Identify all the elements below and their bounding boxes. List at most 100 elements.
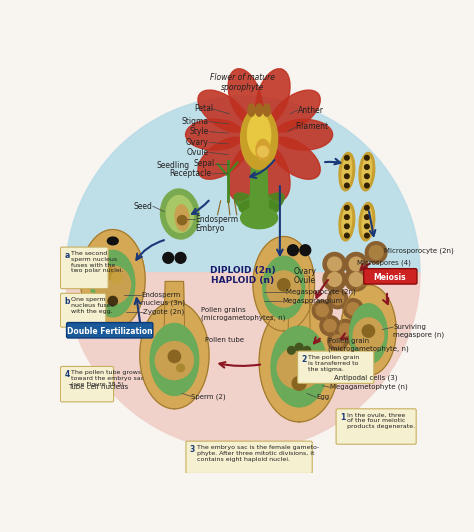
Ellipse shape — [339, 203, 355, 241]
Ellipse shape — [270, 137, 320, 179]
Circle shape — [365, 155, 369, 160]
Ellipse shape — [228, 69, 263, 124]
Text: Megasporocyte (2n): Megasporocyte (2n) — [286, 288, 356, 295]
Text: The embryo sac is the female gameto-
phyte. After three mitotic divisions, it
co: The embryo sac is the female gameto- phy… — [197, 445, 319, 462]
Ellipse shape — [359, 153, 375, 191]
Polygon shape — [341, 285, 396, 376]
Ellipse shape — [247, 113, 271, 156]
Circle shape — [168, 350, 181, 363]
Ellipse shape — [198, 137, 248, 179]
Ellipse shape — [250, 193, 284, 220]
Circle shape — [365, 242, 387, 263]
FancyBboxPatch shape — [61, 247, 108, 289]
Circle shape — [365, 233, 369, 238]
Ellipse shape — [108, 237, 118, 245]
Circle shape — [349, 272, 363, 286]
Text: Filament: Filament — [295, 122, 328, 131]
Text: Flower of mature
sporophyte: Flower of mature sporophyte — [210, 73, 275, 93]
Circle shape — [345, 224, 349, 229]
Circle shape — [335, 320, 356, 339]
Circle shape — [365, 224, 369, 229]
Text: Pollen grains: Pollen grains — [201, 307, 246, 313]
Ellipse shape — [362, 156, 372, 187]
Circle shape — [177, 364, 184, 372]
Text: Ovary: Ovary — [185, 138, 208, 147]
Ellipse shape — [241, 107, 278, 169]
Text: One sperm
nucleus fuses
with the egg.: One sperm nucleus fuses with the egg. — [71, 297, 114, 314]
Circle shape — [339, 323, 352, 336]
Text: Seed: Seed — [134, 202, 153, 211]
Circle shape — [163, 253, 173, 263]
Text: Zygote (2n): Zygote (2n) — [143, 309, 184, 315]
Circle shape — [328, 289, 347, 309]
Polygon shape — [288, 276, 310, 357]
Polygon shape — [350, 304, 387, 364]
Text: Double Fertilization: Double Fertilization — [67, 327, 153, 336]
Circle shape — [331, 293, 344, 305]
Circle shape — [365, 183, 369, 188]
Circle shape — [177, 215, 187, 225]
Text: The pollen tube grows
toward the embryo sac
(see Figure 38.5).: The pollen tube grows toward the embryo … — [71, 370, 145, 387]
Ellipse shape — [359, 203, 375, 241]
Text: Surviving: Surviving — [393, 324, 426, 330]
Circle shape — [320, 315, 340, 336]
Circle shape — [345, 165, 349, 169]
Text: Pollen grain: Pollen grain — [328, 338, 370, 344]
Text: Style: Style — [189, 127, 208, 136]
Text: (microgametophyte, n): (microgametophyte, n) — [328, 345, 409, 352]
Circle shape — [345, 155, 349, 160]
Ellipse shape — [270, 90, 320, 132]
Ellipse shape — [95, 266, 130, 304]
Circle shape — [323, 253, 346, 276]
Ellipse shape — [241, 207, 278, 229]
Ellipse shape — [155, 342, 193, 379]
Text: Seedling: Seedling — [157, 161, 190, 170]
Circle shape — [345, 253, 368, 276]
Text: Pollen tube: Pollen tube — [205, 337, 244, 343]
Circle shape — [328, 331, 347, 351]
Circle shape — [331, 335, 344, 347]
Circle shape — [295, 343, 303, 351]
Circle shape — [365, 174, 369, 179]
Text: Petal: Petal — [194, 104, 213, 113]
Circle shape — [345, 174, 349, 179]
Circle shape — [328, 272, 341, 286]
Polygon shape — [253, 237, 315, 331]
Circle shape — [292, 377, 306, 390]
Circle shape — [347, 327, 367, 347]
Text: The second
sperm nucleus
fuses with the
two polar nuclei.: The second sperm nucleus fuses with the … — [71, 251, 124, 273]
Text: In the ovule, three
of the four meiotic
products degenerate.: In the ovule, three of the four meiotic … — [347, 413, 415, 429]
Ellipse shape — [248, 104, 255, 116]
Circle shape — [369, 246, 383, 260]
Ellipse shape — [166, 196, 193, 232]
Text: a: a — [64, 251, 70, 260]
Ellipse shape — [362, 206, 372, 237]
Polygon shape — [263, 256, 305, 319]
Text: Sperm (2): Sperm (2) — [191, 393, 226, 400]
Text: Egg: Egg — [316, 394, 329, 400]
Circle shape — [312, 300, 332, 320]
Polygon shape — [271, 326, 327, 407]
Ellipse shape — [175, 205, 189, 231]
Circle shape — [100, 267, 114, 280]
Text: DIPLOID (2n): DIPLOID (2n) — [210, 265, 276, 275]
Circle shape — [328, 257, 341, 271]
Ellipse shape — [256, 139, 270, 161]
Circle shape — [345, 183, 349, 188]
Ellipse shape — [342, 156, 352, 187]
Circle shape — [365, 205, 369, 210]
Ellipse shape — [353, 318, 383, 353]
Circle shape — [316, 304, 328, 317]
Ellipse shape — [342, 206, 352, 237]
Text: Microspores (4): Microspores (4) — [357, 259, 411, 266]
Circle shape — [355, 312, 367, 324]
Circle shape — [362, 325, 374, 337]
Ellipse shape — [277, 346, 321, 389]
Text: nucleus (3n): nucleus (3n) — [141, 300, 185, 306]
Text: HAPLOID (n): HAPLOID (n) — [211, 277, 274, 286]
Text: Microsporocyte (2n): Microsporocyte (2n) — [384, 248, 454, 254]
Polygon shape — [66, 96, 420, 273]
Text: The pollen grain
is transferred to
the stigma.: The pollen grain is transferred to the s… — [309, 355, 360, 371]
Circle shape — [345, 205, 349, 210]
Polygon shape — [91, 251, 135, 317]
